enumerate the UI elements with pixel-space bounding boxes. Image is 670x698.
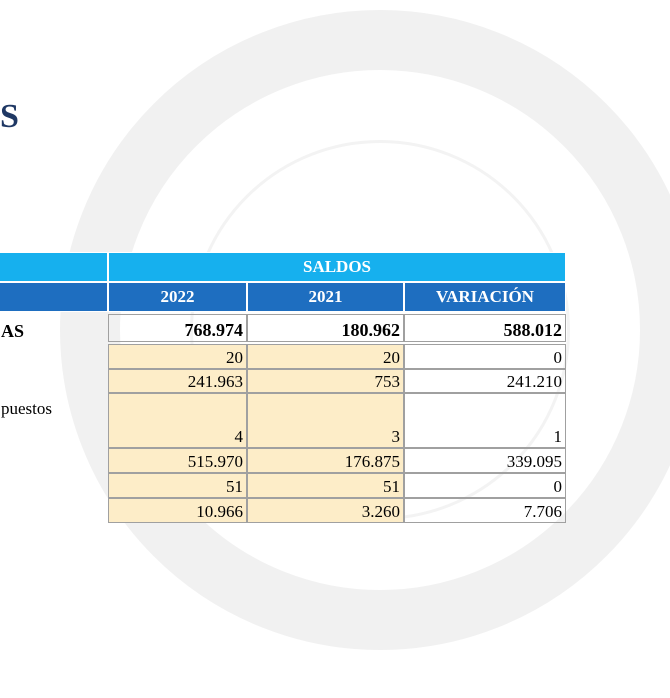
- value-cell: 10.966: [108, 498, 247, 523]
- value-cell: 588.012: [404, 314, 566, 342]
- title: S: [0, 98, 19, 136]
- value-cell: 20: [108, 344, 247, 369]
- row-label: puestos: [0, 393, 108, 448]
- value-cell: 0: [404, 473, 566, 498]
- value-cell: 3: [247, 393, 404, 448]
- value-cell: 768.974: [108, 314, 247, 342]
- value-cell: 241.210: [404, 369, 566, 393]
- value-cell: 7.706: [404, 498, 566, 523]
- value-cell: 753: [247, 369, 404, 393]
- value-cell: 20: [247, 344, 404, 369]
- value-cell: 0: [404, 344, 566, 369]
- group-header: SALDOS: [108, 252, 566, 282]
- value-cell: 51: [247, 473, 404, 498]
- header-blank: [0, 252, 108, 282]
- value-cell: 1: [404, 393, 566, 448]
- row-label: AS: [0, 314, 108, 342]
- value-cell: 180.962: [247, 314, 404, 342]
- value-cell: 176.875: [247, 448, 404, 473]
- column-header: VARIACIÓN: [404, 282, 566, 312]
- value-cell: 515.970: [108, 448, 247, 473]
- page: S SALDOS20222021VARIACIÓN AS768.974180.96…: [0, 0, 670, 698]
- value-cell: 51: [108, 473, 247, 498]
- header-blank: [0, 282, 108, 312]
- value-cell: 3.260: [247, 498, 404, 523]
- value-cell: 339.095: [404, 448, 566, 473]
- value-cell: 241.963: [108, 369, 247, 393]
- value-cell: 4: [108, 393, 247, 448]
- column-header: 2021: [247, 282, 404, 312]
- column-header: 2022: [108, 282, 247, 312]
